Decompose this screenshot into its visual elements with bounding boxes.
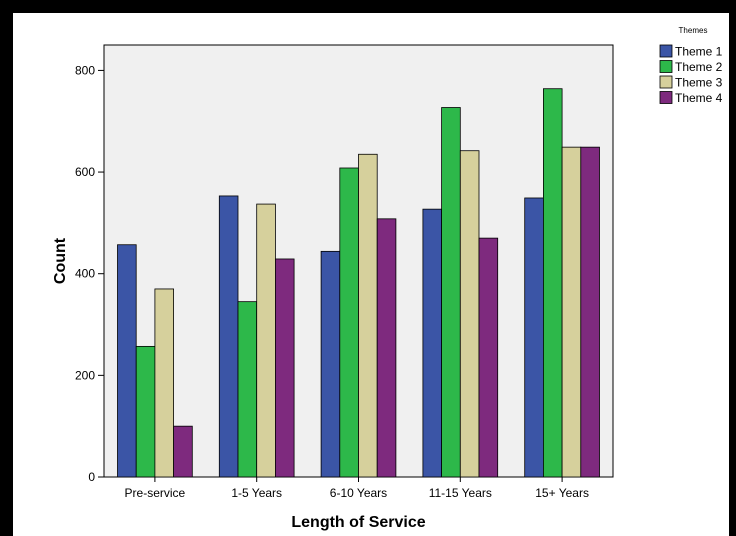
bar-theme-4-3 xyxy=(478,237,499,478)
x-axis: Pre-service 1-5 Years 6-10 Years 11-15 Year… xyxy=(125,477,589,500)
y-tick-label: 200 xyxy=(75,368,95,382)
x-tick-label: 11-15 Years xyxy=(429,486,492,500)
bar-theme-4-4 xyxy=(580,146,600,478)
y-tick-label: 400 xyxy=(75,267,95,281)
x-tick-label: 1-5 Years xyxy=(231,486,282,500)
y-tick-label: 600 xyxy=(75,165,95,179)
legend-label: Theme 3 xyxy=(675,76,723,90)
legend-title: Themes xyxy=(679,26,708,35)
y-axis-title: Count xyxy=(52,237,69,284)
bar-theme-4-0 xyxy=(173,425,193,478)
y-axis: 0 200 400 600 800 xyxy=(75,45,105,484)
legend-label: Theme 1 xyxy=(675,45,723,59)
chart-frame: 0 200 400 600 800 Pre-service 1-5 Years 6-10 Y… xyxy=(13,13,729,536)
bar-theme-3-3 xyxy=(459,150,480,478)
bar-theme-4-1 xyxy=(274,258,295,478)
bar-chart: 0 200 400 600 800 Pre-service 1-5 Years 6-10 Y… xyxy=(52,26,723,531)
x-tick-label: Pre-service xyxy=(125,486,186,500)
legend-label: Theme 2 xyxy=(675,60,723,74)
y-tick-label: 800 xyxy=(75,63,95,77)
bar-theme-3-4 xyxy=(561,146,582,478)
bar-theme-1-0 xyxy=(117,244,137,478)
bar-theme-3-2 xyxy=(358,153,378,478)
bar-theme-2-3 xyxy=(441,107,461,478)
bars-group xyxy=(117,88,600,478)
bar-theme-2-1 xyxy=(237,301,258,478)
bar-theme-1-2 xyxy=(320,250,341,478)
x-tick-label: 6-10 Years xyxy=(330,486,387,500)
bar-theme-1-1 xyxy=(218,195,239,478)
bar-theme-1-3 xyxy=(422,208,442,478)
x-axis-title: Length of Service xyxy=(291,514,425,531)
bar-theme-3-1 xyxy=(256,203,276,478)
bar-theme-3-0 xyxy=(154,288,174,478)
legend-swatch xyxy=(659,44,673,58)
bar-theme-1-4 xyxy=(524,197,544,478)
bar-theme-2-0 xyxy=(135,345,156,478)
legend-label: Theme 4 xyxy=(675,91,723,105)
legend-swatch xyxy=(659,91,673,104)
bar-theme-2-4 xyxy=(543,88,563,478)
bar-theme-2-2 xyxy=(339,167,359,478)
legend-swatch xyxy=(659,60,673,73)
x-tick-label: 15+ Years xyxy=(535,486,589,500)
bar-theme-4-2 xyxy=(376,218,397,478)
y-tick-label: 0 xyxy=(88,470,95,484)
legend-swatch xyxy=(659,75,673,89)
